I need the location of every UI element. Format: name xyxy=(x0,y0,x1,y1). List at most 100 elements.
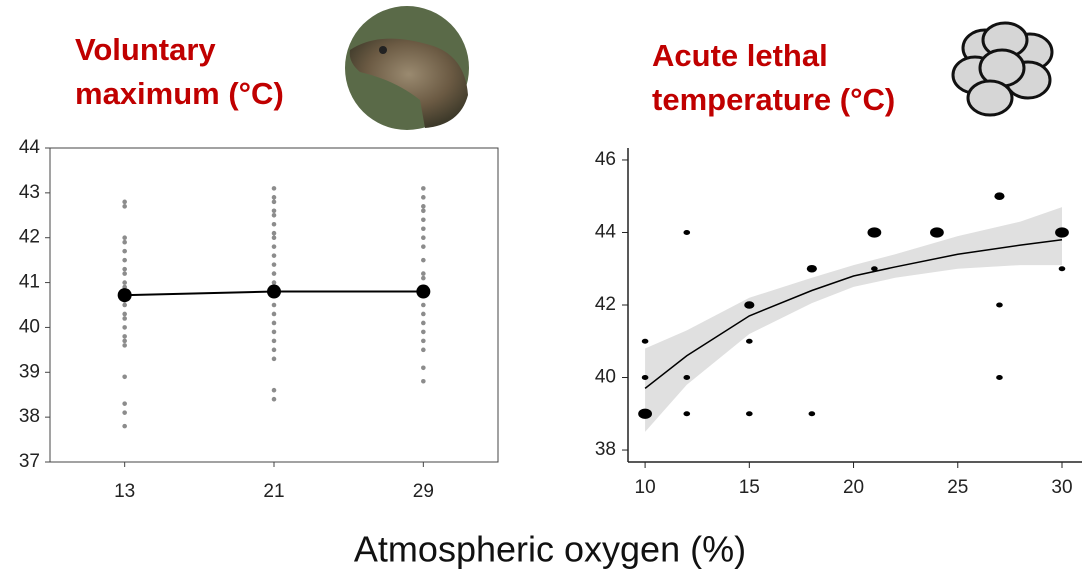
data-point xyxy=(122,204,127,209)
data-point xyxy=(421,275,426,281)
data-point xyxy=(122,338,127,344)
data-point xyxy=(122,266,127,272)
bubble xyxy=(867,227,882,238)
mean-point xyxy=(117,288,132,303)
y-tick-label: 38 xyxy=(595,439,616,460)
data-point xyxy=(271,356,277,362)
lizard-photo xyxy=(345,6,469,130)
mean-point xyxy=(267,284,281,299)
data-point xyxy=(122,271,127,276)
x-tick-label: 30 xyxy=(1051,477,1072,498)
data-point xyxy=(271,199,277,205)
data-point xyxy=(271,253,277,258)
x-axis-label: Atmospheric oxygen (%) xyxy=(354,529,746,570)
bubble xyxy=(641,375,649,381)
data-point xyxy=(122,311,127,317)
data-point xyxy=(421,195,426,200)
data-point xyxy=(271,387,277,393)
x-tick-label: 25 xyxy=(947,477,968,498)
fit-line xyxy=(644,238,1063,389)
data-point xyxy=(271,221,277,227)
data-point xyxy=(421,271,426,276)
data-point xyxy=(271,329,277,335)
confidence-band xyxy=(645,207,1062,432)
data-point xyxy=(122,302,127,308)
bubble xyxy=(996,375,1003,381)
bubble xyxy=(744,301,755,309)
data-point xyxy=(271,208,277,214)
data-point xyxy=(421,302,426,308)
x-tick-label: 10 xyxy=(635,477,656,498)
data-point xyxy=(271,338,277,344)
data-point xyxy=(122,343,127,348)
data-point xyxy=(122,248,127,254)
data-point xyxy=(271,244,277,249)
data-point xyxy=(122,423,127,429)
chart-title: Acute lethal xyxy=(652,38,828,73)
cells-icon xyxy=(951,21,1054,117)
data-point xyxy=(421,204,426,209)
data-point xyxy=(271,396,277,402)
y-tick-label: 44 xyxy=(595,221,617,242)
data-point xyxy=(122,410,127,415)
y-tick-label: 39 xyxy=(19,361,40,382)
bubble xyxy=(806,264,817,273)
data-point xyxy=(421,347,426,353)
data-point xyxy=(122,239,127,245)
data-point xyxy=(271,195,277,200)
bubble xyxy=(1058,266,1066,272)
bubble xyxy=(683,229,691,235)
bubble xyxy=(641,338,649,344)
data-point xyxy=(271,311,277,317)
y-tick-label: 38 xyxy=(19,406,40,427)
data-point xyxy=(421,378,426,384)
data-point xyxy=(421,208,426,214)
x-tick-label: 29 xyxy=(413,481,434,502)
data-point xyxy=(421,338,426,344)
bubble xyxy=(930,227,944,238)
data-point xyxy=(271,302,277,308)
y-tick-label: 41 xyxy=(19,272,40,293)
data-point xyxy=(271,320,277,326)
data-point xyxy=(421,320,426,326)
y-tick-label: 40 xyxy=(595,367,616,388)
data-point xyxy=(421,311,426,317)
data-point xyxy=(421,365,426,371)
data-point xyxy=(122,401,127,406)
y-tick-label: 40 xyxy=(19,316,40,337)
bubble xyxy=(1055,227,1069,238)
data-point xyxy=(421,329,426,335)
data-point xyxy=(271,230,277,236)
data-point xyxy=(271,212,277,218)
data-point xyxy=(122,325,127,330)
data-point xyxy=(421,235,426,241)
bubble xyxy=(683,411,691,417)
bubble xyxy=(808,411,816,417)
data-point xyxy=(271,235,277,241)
data-point xyxy=(122,280,127,285)
data-point xyxy=(421,257,426,263)
data-point xyxy=(122,374,127,380)
chart-title: temperature (°C) xyxy=(652,82,895,117)
chart-title: Voluntary xyxy=(75,32,216,67)
chart-title: maximum (°C) xyxy=(75,76,284,111)
x-tick-label: 21 xyxy=(263,481,284,502)
y-tick-label: 43 xyxy=(19,182,40,203)
x-tick-label: 20 xyxy=(843,477,864,498)
data-point xyxy=(271,262,277,267)
bubble xyxy=(746,411,753,417)
data-point xyxy=(122,316,127,321)
data-point xyxy=(421,186,426,191)
data-point xyxy=(122,284,127,290)
x-tick-label: 15 xyxy=(739,477,760,498)
data-point xyxy=(421,217,426,223)
data-point xyxy=(122,235,127,241)
bubble xyxy=(638,408,652,419)
data-point xyxy=(421,226,426,232)
y-tick-label: 37 xyxy=(19,451,40,472)
data-point xyxy=(271,271,277,276)
data-point xyxy=(122,257,127,263)
bubble xyxy=(683,375,691,381)
y-tick-label: 42 xyxy=(595,294,616,315)
